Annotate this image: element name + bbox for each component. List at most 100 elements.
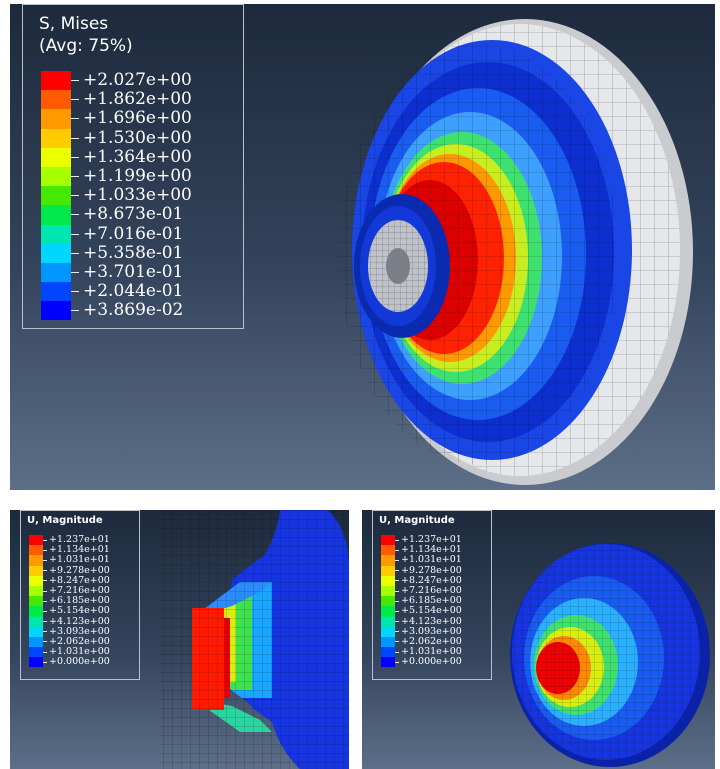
legend-value: +1.364e+00 [83,146,192,167]
color-swatch [41,71,71,91]
color-swatch [41,166,71,187]
legend-tick [395,631,399,633]
legend-value: +5.154e+00 [401,605,462,617]
legend-value: +7.216e+00 [49,585,110,597]
legend-value: +8.247e+00 [49,574,110,586]
legend-row: +1.530e+00 [41,128,192,148]
color-swatch [29,636,43,648]
legend-row: +6.185e+00 [29,595,110,607]
color-swatch [381,555,395,566]
legend-tick [71,271,79,273]
color-swatch [29,565,43,576]
legend-row: +1.033e+00 [41,185,192,206]
color-swatch [41,243,71,263]
color-swatch [381,636,395,648]
displacement-disk-legend-scale: +1.237e+01 +1.134e+01 +1.031e+01 +9.278e… [381,534,462,668]
legend-row: +3.093e+00 [381,625,462,637]
legend-tick [43,590,47,592]
legend-value: +9.278e+00 [49,564,110,576]
displacement-disk-viewport[interactable]: U, Magnitude +1.237e+01 +1.134e+01 +1.03… [362,510,715,769]
color-swatch [29,575,43,586]
color-swatch [41,205,71,225]
legend-value: +1.031e+00 [401,646,462,658]
legend-row: +1.031e+01 [29,555,110,566]
legend-tick [395,600,399,602]
legend-tick [71,310,79,312]
legend-tick [43,641,47,643]
legend-value: +0.000e+00 [401,656,462,668]
color-swatch [381,647,395,658]
color-swatch [29,616,43,627]
displacement-section-legend: U, Magnitude +1.237e+01 +1.134e+01 +1.03… [20,510,140,680]
displacement-section-viewport[interactable]: U, Magnitude +1.237e+01 +1.134e+01 +1.03… [10,510,349,769]
legend-row: +1.199e+00 [41,166,192,187]
legend-row: +1.364e+00 [41,146,192,167]
legend-value: +3.869e-02 [83,300,184,321]
mises-legend: S, Mises (Avg: 75%) +2.027e+00 +1.862e+0… [22,4,244,329]
legend-value: +2.062e+00 [401,635,462,647]
legend-value: +1.033e+00 [83,185,192,206]
legend-tick [71,195,79,197]
legend-value: +5.358e-01 [83,242,184,263]
legend-value: +7.216e+00 [401,585,462,597]
legend-value: +7.016e-01 [83,223,184,244]
color-swatch [29,626,43,637]
legend-tick [43,549,47,551]
color-swatch [41,147,71,167]
legend-tick [71,118,79,120]
legend-row: +4.123e+00 [381,615,462,627]
legend-row: +2.062e+00 [29,635,110,648]
legend-row: +8.673e-01 [41,204,192,225]
legend-row: +8.247e+00 [381,575,462,586]
legend-row: +9.278e+00 [381,564,462,576]
mises-legend-scale: +2.027e+00 +1.862e+00 +1.696e+00 +1.530e… [41,70,192,321]
legend-value: +1.696e+00 [83,108,192,129]
legend-value: +2.027e+00 [83,70,192,91]
color-swatch [29,657,43,668]
displacement-disk-model [510,543,710,767]
legend-row: +8.247e+00 [29,574,110,586]
legend-row: +5.154e+00 [381,605,462,617]
displacement-disk-legend: U, Magnitude +1.237e+01 +1.134e+01 +1.03… [372,510,492,680]
color-swatch [381,606,395,617]
legend-value: +4.123e+00 [49,615,110,627]
legend-value: +1.031e+01 [401,554,462,566]
color-swatch [381,626,395,637]
color-swatch [29,555,43,566]
legend-row: +1.134e+01 [381,545,462,556]
legend-tick [71,80,79,82]
legend-tick [395,661,399,663]
legend-tick [395,641,399,643]
legend-tick [395,590,399,592]
legend-tick [43,621,47,623]
legend-tick [43,570,47,572]
legend-row: +7.216e+00 [29,585,110,597]
legend-row: +3.701e-01 [41,262,192,283]
legend-tick [43,580,47,582]
legend-value: +9.278e+00 [401,564,462,576]
legend-tick [395,610,399,612]
legend-value: +2.062e+00 [49,635,110,647]
legend-value: +1.237e+01 [401,534,462,546]
legend-value: +6.185e+00 [49,595,110,607]
legend-value: +1.199e+00 [83,166,192,187]
legend-row: +1.237e+01 [29,535,110,546]
legend-row: +2.062e+00 [381,635,462,648]
legend-row: +0.000e+00 [381,656,462,668]
color-swatch [41,128,71,148]
legend-value: +3.093e+00 [401,625,462,637]
mises-disk-model [338,19,693,485]
legend-tick [71,291,79,293]
legend-value: +5.154e+00 [49,605,110,617]
color-swatch [29,596,43,607]
legend-value: +4.123e+00 [401,615,462,627]
legend-row: +1.031e+01 [381,554,462,566]
legend-value: +8.673e-01 [83,204,184,225]
legend-row: +2.044e-01 [41,282,192,302]
legend-row: +1.134e+01 [29,545,110,556]
mises-stress-viewport[interactable]: S, Mises (Avg: 75%) +2.027e+00 +1.862e+0… [10,4,715,490]
legend-row: +0.000e+00 [29,657,110,668]
legend-tick [395,549,399,551]
displacement-section-legend-scale: +1.237e+01 +1.134e+01 +1.031e+01 +9.278e… [29,535,110,668]
legend-row: +1.031e+00 [381,646,462,658]
